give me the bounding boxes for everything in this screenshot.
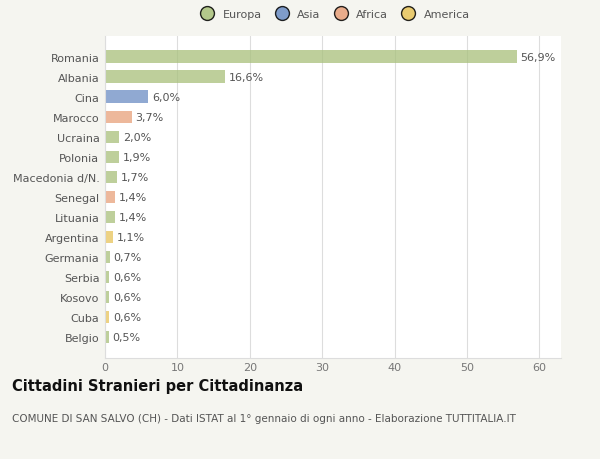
Bar [105,191,115,203]
Bar [105,71,225,84]
Text: 0,6%: 0,6% [113,292,141,302]
Text: COMUNE DI SAN SALVO (CH) - Dati ISTAT al 1° gennaio di ogni anno - Elaborazione : COMUNE DI SAN SALVO (CH) - Dati ISTAT al… [12,413,516,423]
Bar [105,211,115,224]
Bar [105,271,109,284]
Text: 1,4%: 1,4% [119,192,147,202]
Legend: Europa, Asia, Africa, America: Europa, Asia, Africa, America [191,6,475,24]
Text: 0,5%: 0,5% [112,332,140,342]
Bar [105,131,119,144]
Bar [105,251,110,263]
Bar [105,171,118,184]
Bar [105,331,109,343]
Text: Cittadini Stranieri per Cittadinanza: Cittadini Stranieri per Cittadinanza [12,379,303,394]
Text: 0,6%: 0,6% [113,312,141,322]
Text: 16,6%: 16,6% [229,73,264,83]
Text: 6,0%: 6,0% [152,92,180,102]
Text: 1,1%: 1,1% [116,232,145,242]
Bar [105,311,109,324]
Text: 3,7%: 3,7% [136,112,164,123]
Text: 0,6%: 0,6% [113,272,141,282]
Bar [105,111,132,123]
Bar [105,91,148,104]
Text: 1,4%: 1,4% [119,213,147,222]
Bar [105,51,517,64]
Bar [105,291,109,303]
Text: 1,9%: 1,9% [122,152,151,162]
Text: 1,7%: 1,7% [121,173,149,182]
Text: 2,0%: 2,0% [123,133,151,142]
Bar [105,231,113,244]
Text: 56,9%: 56,9% [520,52,556,62]
Bar [105,151,119,163]
Text: 0,7%: 0,7% [113,252,142,262]
